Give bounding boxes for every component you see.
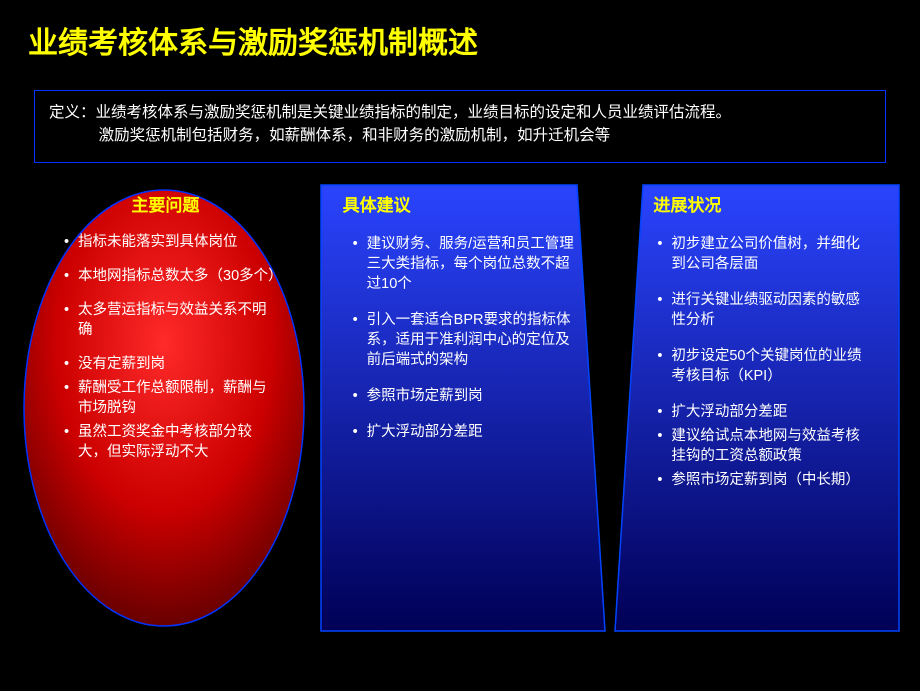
- definition-box: 定义：业绩考核体系与激励奖惩机制是关键业绩指标的制定，业绩目标的设定和人员业绩评…: [34, 90, 886, 163]
- definition-line-2: 激励奖惩机制包括财务，如薪酬体系，和非财务的激励机制，如升迁机会等: [49, 124, 871, 147]
- list-item: 建议财务、服务/运营和员工管理三大类指标，每个岗位总数不超过10个: [353, 234, 580, 294]
- list-item: 进行关键业绩驱动因素的敏感性分析: [657, 290, 874, 330]
- list-item: 建议给试点本地网与效益考核挂钩的工资总额政策: [657, 426, 874, 466]
- list-item: 参照市场定薪到岗（中长期）: [657, 470, 874, 490]
- list-item: 指标未能落实到具体岗位: [64, 232, 281, 252]
- list-item: 扩大浮动部分差距: [657, 402, 874, 422]
- list-item: 引入一套适合BPR要求的指标体系，适用于准利润中心的定位及前后端式的架构: [353, 310, 580, 370]
- problems-list: 指标未能落实到具体岗位 本地网指标总数太多（30多个） 太多营运指标与效益关系不…: [24, 226, 307, 462]
- column-header-progress: 进展状况: [613, 183, 896, 226]
- column-problems: 主要问题 指标未能落实到具体岗位 本地网指标总数太多（30多个） 太多营运指标与…: [24, 183, 307, 623]
- list-item: 薪酬受工作总额限制，薪酬与市场脱钩: [64, 378, 281, 418]
- definition-line-1: 定义：业绩考核体系与激励奖惩机制是关键业绩指标的制定，业绩目标的设定和人员业绩评…: [49, 101, 871, 124]
- columns-container: 主要问题 指标未能落实到具体岗位 本地网指标总数太多（30多个） 太多营运指标与…: [24, 183, 896, 623]
- column-progress: 进展状况 初步建立公司价值树，并细化到公司各层面 进行关键业绩驱动因素的敏感性分…: [613, 183, 896, 623]
- column-suggestions: 具体建议 建议财务、服务/运营和员工管理三大类指标，每个岗位总数不超过10个 引…: [319, 183, 602, 623]
- list-item: 太多营运指标与效益关系不明确: [64, 300, 281, 340]
- list-item: 没有定薪到岗: [64, 354, 281, 374]
- list-item: 虽然工资奖金中考核部分较大，但实际浮动不大: [64, 422, 281, 462]
- list-item: 参照市场定薪到岗: [353, 386, 580, 406]
- column-header-suggestions: 具体建议: [319, 183, 602, 226]
- list-item: 本地网指标总数太多（30多个）: [64, 266, 281, 286]
- progress-list: 初步建立公司价值树，并细化到公司各层面 进行关键业绩驱动因素的敏感性分析 初步设…: [613, 226, 896, 490]
- column-header-problems: 主要问题: [24, 183, 307, 226]
- list-item: 初步建立公司价值树，并细化到公司各层面: [657, 234, 874, 274]
- list-item: 扩大浮动部分差距: [353, 422, 580, 442]
- list-item: 初步设定50个关键岗位的业绩考核目标（KPI）: [657, 346, 874, 386]
- suggestions-list: 建议财务、服务/运营和员工管理三大类指标，每个岗位总数不超过10个 引入一套适合…: [319, 226, 602, 442]
- slide-title: 业绩考核体系与激励奖惩机制概述: [0, 0, 920, 62]
